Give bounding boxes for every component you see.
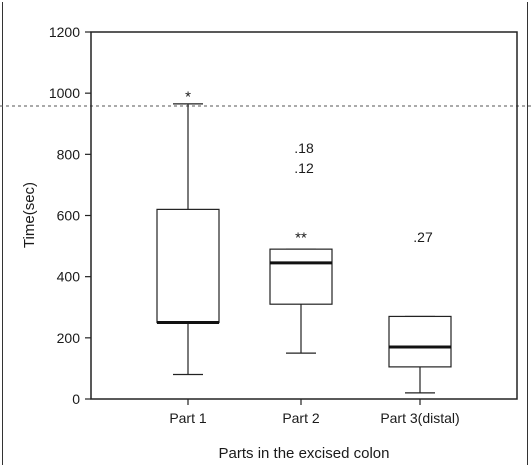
y-tick-label: 1200 <box>49 24 80 40</box>
y-tick-label: 0 <box>72 391 80 407</box>
x-tick-label: Part 3(distal) <box>380 410 459 426</box>
x-tick-label: Part 1 <box>169 410 207 426</box>
box-iqr <box>388 315 452 368</box>
outlier-label: .12 <box>294 160 314 176</box>
outliers: * .18 .12 ** .27 <box>185 89 433 247</box>
boxes <box>156 103 452 394</box>
y-axis: 0 200 400 600 800 1000 1200 <box>49 24 91 407</box>
box-1 <box>156 103 220 376</box>
y-tick-label: 600 <box>57 208 81 224</box>
x-axis-label: Parts in the excised colon <box>219 445 390 462</box>
box-iqr <box>269 248 333 305</box>
outlier-marker: ** <box>295 229 307 246</box>
box-2 <box>269 248 333 354</box>
outlier-marker: * <box>185 89 191 106</box>
figure-frame <box>2 2 528 465</box>
outlier-label: .18 <box>294 140 314 156</box>
box-3 <box>388 315 452 394</box>
x-tick-label: Part 2 <box>282 410 320 426</box>
y-tick-label: 400 <box>57 269 81 285</box>
y-tick-label: 200 <box>57 330 81 346</box>
box-iqr <box>156 208 220 324</box>
y-axis-label: Time(sec) <box>21 182 38 248</box>
plot-area <box>90 31 518 400</box>
y-tick-label: 800 <box>57 146 81 162</box>
x-axis: Part 1 Part 2 Part 3(distal) <box>169 399 460 426</box>
y-tick-label: 1000 <box>49 85 80 101</box>
outlier-label: .27 <box>413 229 433 245</box>
